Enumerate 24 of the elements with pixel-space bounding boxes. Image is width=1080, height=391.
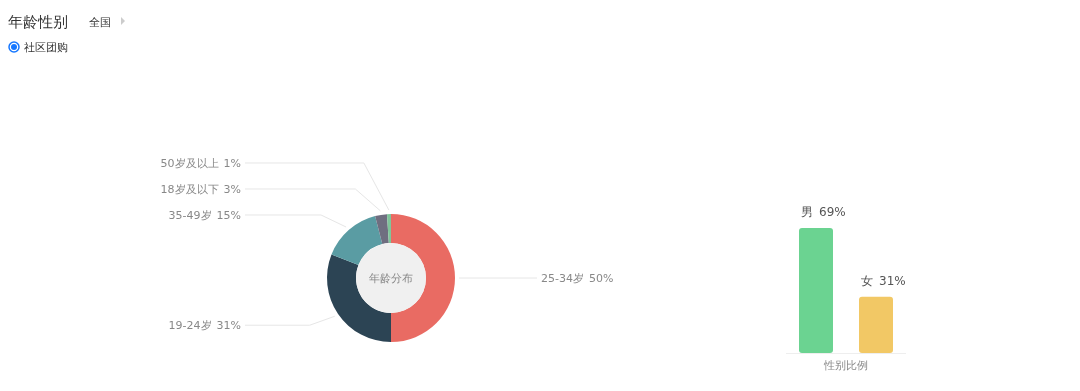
donut-slice bbox=[375, 214, 389, 245]
slice-label: 50岁及以上 bbox=[160, 156, 219, 170]
data-label: 15% bbox=[216, 208, 241, 222]
slice-label: 35-49岁 bbox=[168, 208, 212, 222]
x-tick-label: 男 bbox=[801, 205, 813, 219]
x-tick-label: 女 bbox=[861, 273, 873, 288]
data-label: 69% bbox=[819, 205, 846, 219]
data-label: 3% bbox=[223, 182, 241, 196]
donut-slice bbox=[327, 254, 391, 342]
donut-slice bbox=[386, 214, 391, 244]
slice-label: 18岁及以下 bbox=[160, 182, 219, 196]
text: 全国 bbox=[89, 16, 111, 29]
donut-slice bbox=[331, 216, 383, 266]
data-label: 31% bbox=[216, 319, 241, 333]
text: 社区团购 bbox=[24, 41, 68, 54]
text: 年龄性别 bbox=[8, 13, 68, 31]
text: 年龄分布 bbox=[369, 272, 413, 285]
slice-label: 19-24岁 bbox=[168, 319, 212, 333]
slice-label: 25-34岁 bbox=[541, 272, 584, 285]
data-label: 31% bbox=[879, 273, 906, 288]
data-label: 50% bbox=[588, 272, 614, 285]
data-label: 1% bbox=[223, 156, 241, 170]
donut-slice bbox=[391, 214, 455, 342]
x-axis-title: 性别比例 bbox=[823, 359, 868, 372]
